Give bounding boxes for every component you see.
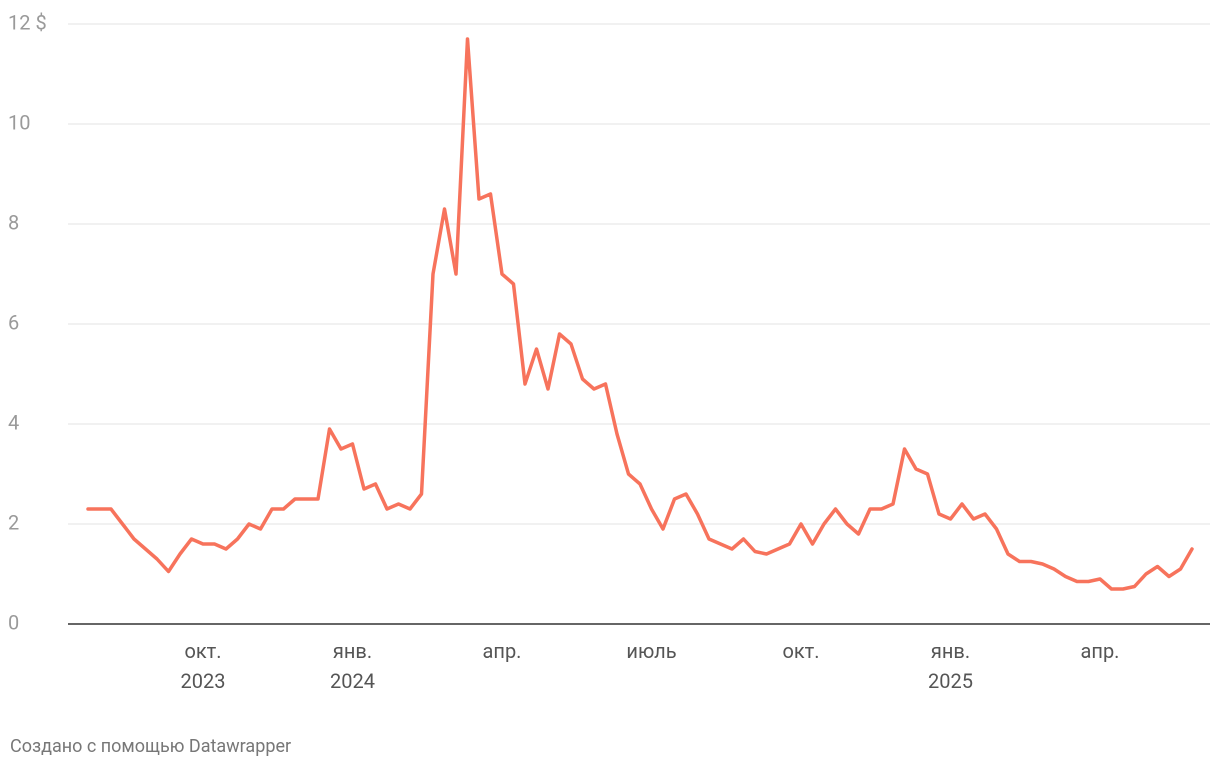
y-tick-label: 8 [8,210,19,234]
line [86,37,1194,591]
x-tick-label: янв. 2024 [330,639,375,693]
y-tick-label: 10 [8,110,30,134]
x-tick-label: апр. [483,639,522,663]
y-tick-label: 4 [8,410,19,434]
x-tick-label: окт. [782,639,819,663]
x-tick-label: янв. 2025 [928,639,973,693]
y-tick-label: 12 $ [8,10,47,34]
x-tick-label: апр. [1081,639,1120,663]
y-tick-label: 0 [8,610,19,634]
y-tick-label: 6 [8,310,19,334]
footer: Создано с помощью Datawrapper [10,736,291,757]
x-tick-label: окт. 2023 [181,639,226,693]
y-tick-label: 2 [8,510,19,534]
x-tick-label: июль [626,639,676,663]
